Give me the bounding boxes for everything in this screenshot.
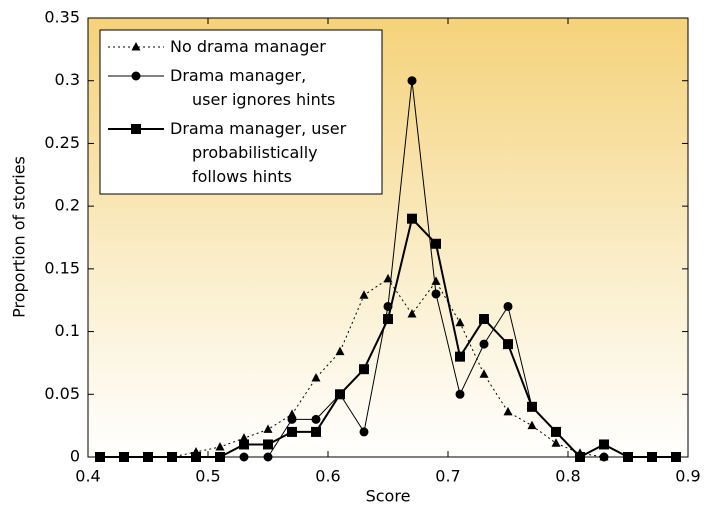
x-tick-label: 0.6 xyxy=(315,467,340,486)
legend-box xyxy=(99,29,383,195)
marker xyxy=(119,452,129,462)
marker xyxy=(431,289,441,299)
marker xyxy=(407,213,417,224)
marker xyxy=(431,276,441,285)
marker xyxy=(575,452,585,462)
x-tick-label: 0.7 xyxy=(435,467,460,486)
marker xyxy=(287,414,297,424)
x-tick-label: 0.8 xyxy=(555,467,580,486)
y-tick-label: 0.25 xyxy=(44,133,80,152)
marker xyxy=(551,438,561,447)
marker xyxy=(431,238,441,249)
marker xyxy=(503,339,513,350)
marker xyxy=(311,414,321,424)
marker xyxy=(479,339,489,349)
marker xyxy=(239,439,249,450)
marker xyxy=(479,369,489,378)
marker xyxy=(503,406,513,416)
x-axis-label: Score xyxy=(366,487,411,506)
marker xyxy=(527,401,537,412)
marker xyxy=(167,452,177,462)
marker xyxy=(359,427,369,437)
marker xyxy=(623,452,633,462)
series xyxy=(95,213,681,462)
marker xyxy=(263,452,273,462)
y-tick-label: 0.15 xyxy=(44,258,80,277)
marker xyxy=(599,439,609,450)
marker xyxy=(335,346,345,356)
marker xyxy=(311,426,321,437)
marker xyxy=(263,439,273,450)
plot-frame xyxy=(87,17,689,458)
marker xyxy=(455,351,465,362)
x-tick-label: 0.4 xyxy=(75,467,100,486)
legend-marker xyxy=(131,42,141,51)
y-tick-label: 0.3 xyxy=(55,70,80,89)
marker xyxy=(671,452,681,462)
legend-label: Drama manager, user ignores hints xyxy=(170,66,335,109)
y-tick-label: 0 xyxy=(70,447,80,466)
marker xyxy=(335,389,345,400)
marker xyxy=(239,452,249,462)
marker xyxy=(647,452,657,462)
marker xyxy=(503,301,513,311)
y-tick-label: 0.05 xyxy=(44,384,80,403)
marker xyxy=(407,76,417,86)
x-tick-label: 0.9 xyxy=(675,467,700,486)
marker xyxy=(311,372,321,382)
marker xyxy=(383,273,393,283)
marker xyxy=(287,426,297,437)
marker xyxy=(383,314,393,325)
legend-label: Drama manager, user probabilistically foll… xyxy=(170,119,347,186)
marker xyxy=(263,424,273,433)
marker xyxy=(527,420,537,430)
marker xyxy=(599,452,609,462)
marker xyxy=(359,290,369,299)
marker xyxy=(359,364,369,375)
y-tick-label: 0.2 xyxy=(55,196,80,215)
marker xyxy=(551,426,561,437)
marker xyxy=(215,441,225,451)
marker xyxy=(95,452,105,462)
marker xyxy=(191,452,201,462)
y-axis-label: Proportion of stories xyxy=(10,156,29,318)
marker xyxy=(407,309,417,318)
marker xyxy=(455,317,465,327)
x-tick-label: 0.5 xyxy=(195,467,220,486)
legend-marker xyxy=(131,124,141,134)
y-tick-label: 0.1 xyxy=(55,321,80,340)
legend-marker xyxy=(131,71,141,81)
legend: No drama manager Drama manager, user ignor… xyxy=(99,29,383,195)
marker xyxy=(143,452,153,462)
marker xyxy=(215,452,225,462)
marker xyxy=(479,314,489,325)
legend-label: No drama manager xyxy=(170,37,326,56)
marker xyxy=(455,389,465,399)
y-tick-label: 0.35 xyxy=(44,8,80,27)
